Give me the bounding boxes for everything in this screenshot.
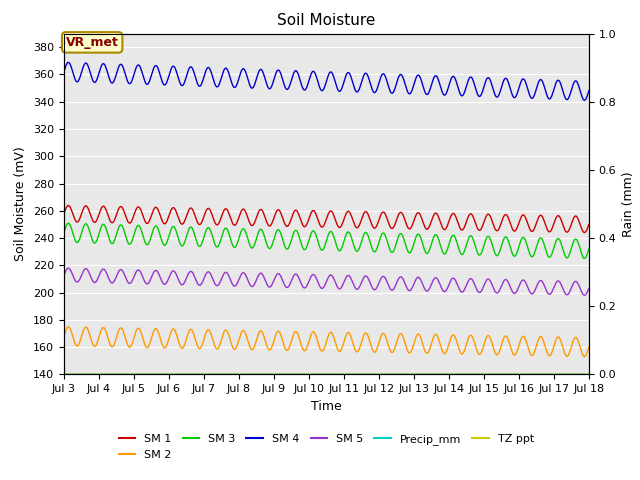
Title: Soil Moisture: Soil Moisture: [277, 13, 376, 28]
Legend: SM 1, SM 2, SM 3, SM 4, SM 5, Precip_mm, TZ ppt: SM 1, SM 2, SM 3, SM 4, SM 5, Precip_mm,…: [114, 430, 539, 464]
Y-axis label: Soil Moisture (mV): Soil Moisture (mV): [15, 146, 28, 262]
X-axis label: Time: Time: [311, 400, 342, 413]
Y-axis label: Rain (mm): Rain (mm): [622, 171, 635, 237]
Text: VR_met: VR_met: [66, 36, 118, 49]
